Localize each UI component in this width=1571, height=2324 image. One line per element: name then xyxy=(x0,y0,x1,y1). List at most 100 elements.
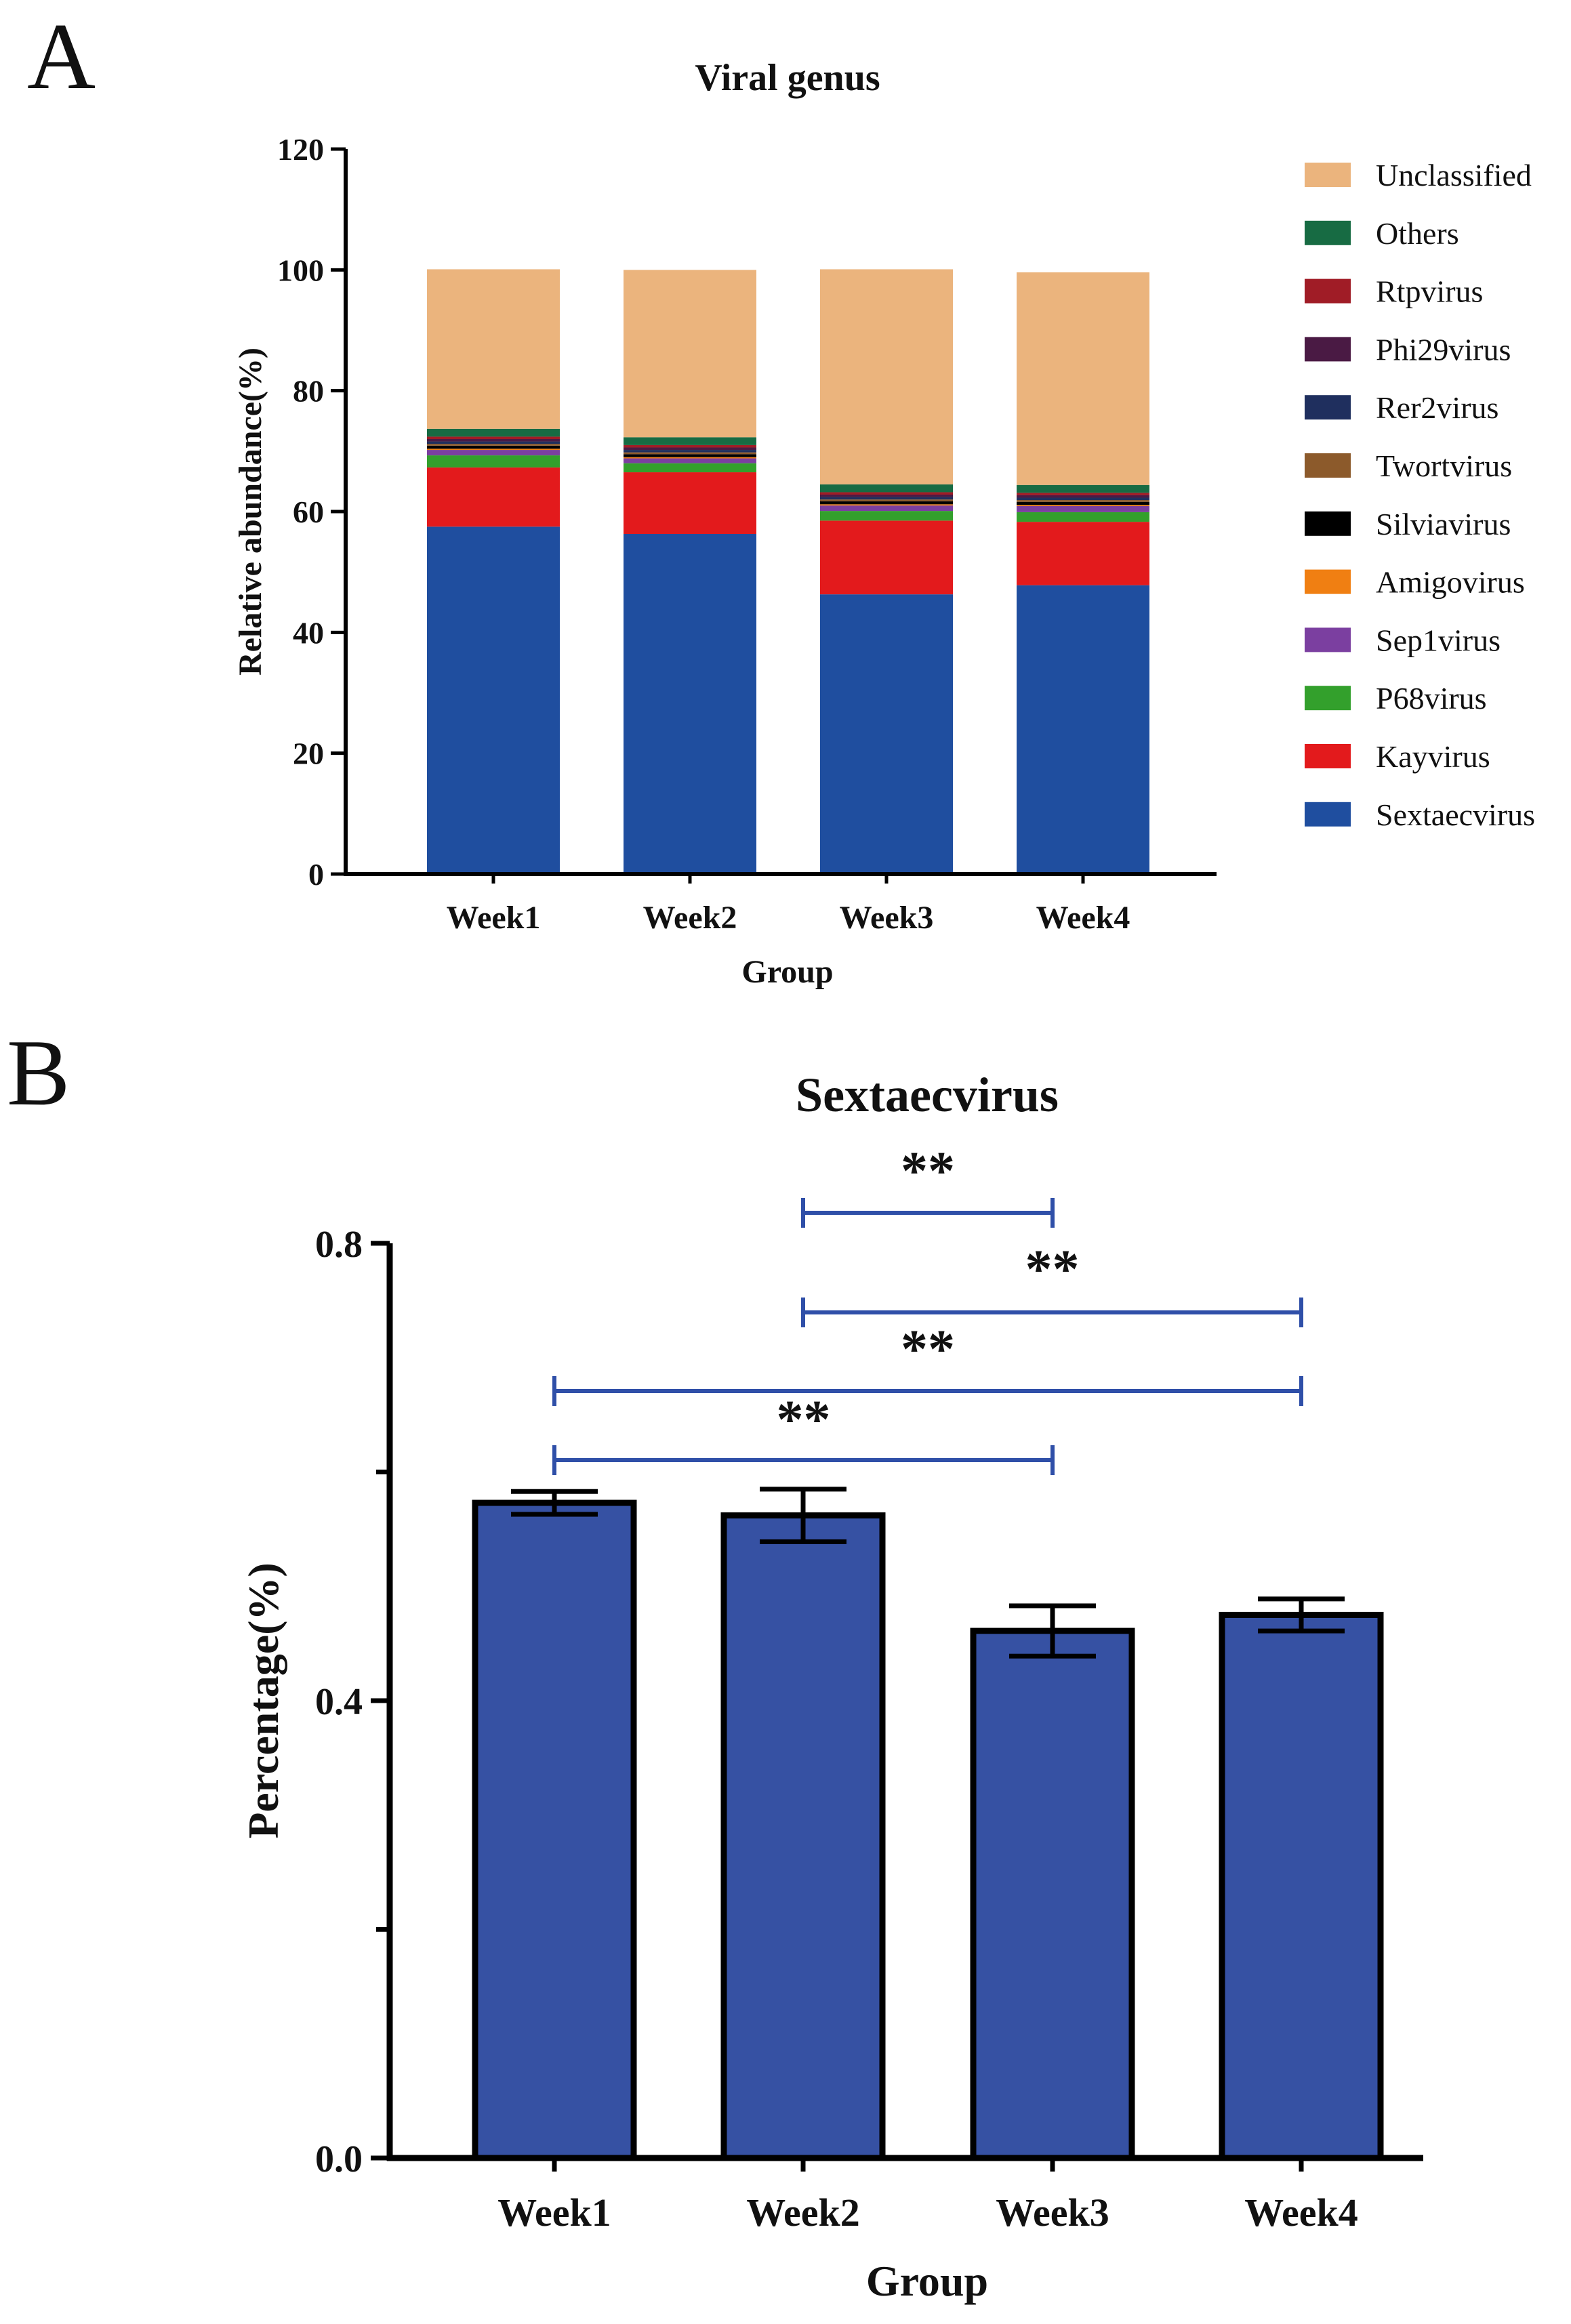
chart-a-x-axis-label: Group xyxy=(741,954,833,990)
bar-segment-rer2virus-week1 xyxy=(427,441,560,444)
bar-segment-amigovirus-week4 xyxy=(1017,505,1149,506)
bar-segment-rer2virus-week3 xyxy=(820,497,953,500)
y-tick-label: 80 xyxy=(293,374,324,409)
bar-week4 xyxy=(1219,1611,1384,2161)
bar-segment-others-week2 xyxy=(624,437,756,445)
chart-a-plot-area: Week1 Week2 Week3 Week4 0 20 40 60 80 100 120 xyxy=(277,132,1217,936)
bar-segment-twortvirus-week1 xyxy=(427,444,560,446)
legend-label-unclassified: Unclassified xyxy=(1376,158,1532,192)
bar-segment-rer2virus-week2 xyxy=(624,450,756,453)
legend-swatch-unclassified xyxy=(1305,163,1351,187)
bar-segment-p68virus-week1 xyxy=(427,455,560,468)
legend-label-amigovirus: Amigovirus xyxy=(1376,565,1525,600)
legend-label-twortvirus: Twortvirus xyxy=(1376,449,1512,483)
legend-swatch-phi29virus xyxy=(1305,337,1351,362)
significance-label: ** xyxy=(1025,1240,1080,1300)
bar-segment-phi29virus-week1 xyxy=(427,439,560,442)
y-tick-label: 0.4 xyxy=(315,1681,363,1723)
bar-week3 xyxy=(970,1627,1135,2161)
bar-segment-twortvirus-week3 xyxy=(820,499,953,501)
legend-label-rtpvirus: Rtpvirus xyxy=(1376,274,1483,309)
bar-segment-others-week4 xyxy=(1017,484,1149,493)
sextaecvirus-bar-chart: Sextaecvirus Week1 Week2 Week3 Week4 0.0 0.4 0… xyxy=(239,1068,1423,2305)
legend-label-rer2virus: Rer2virus xyxy=(1376,390,1498,425)
legend-label-kayvirus: Kayvirus xyxy=(1376,739,1490,774)
bar-segment-sextaecvirus-week2 xyxy=(624,533,756,874)
legend-swatch-amigovirus xyxy=(1305,569,1351,594)
chart-a-legend: Unclassified Others Rtpvirus Phi29virus Rer2… xyxy=(1305,158,1535,832)
x-tick-label: Week1 xyxy=(447,900,541,936)
legend-label-others: Others xyxy=(1376,216,1459,251)
bar-segment-others-week3 xyxy=(820,484,953,493)
bar-segment-rtpvirus-week4 xyxy=(1017,493,1149,495)
chart-b-x-axis-label: Group xyxy=(866,2257,988,2305)
bar-segment-rer2virus-week4 xyxy=(1017,497,1149,501)
bar-segment-sep1virus-week4 xyxy=(1017,505,1149,512)
legend-label-p68virus: P68virus xyxy=(1376,681,1487,715)
panel-b-label: B xyxy=(7,1020,70,1125)
bar-segment-p68virus-week4 xyxy=(1017,512,1149,522)
bar-segment-others-week1 xyxy=(427,428,560,437)
x-tick-label: Week2 xyxy=(643,900,737,936)
chart-b-y-axis-label: Percentage(%) xyxy=(239,1562,287,1839)
legend-swatch-rer2virus xyxy=(1305,395,1351,420)
legend-label-sep1virus: Sep1virus xyxy=(1376,623,1501,657)
bar-segment-amigovirus-week3 xyxy=(820,504,953,506)
bar-segment-kayvirus-week2 xyxy=(624,472,756,534)
bar-segment-sextaecvirus-week3 xyxy=(820,594,953,874)
significance-label: ** xyxy=(901,1320,955,1379)
bar-segment-phi29virus-week3 xyxy=(820,495,953,497)
legend-swatch-rtpvirus xyxy=(1305,278,1351,304)
bar-segment-phi29virus-week4 xyxy=(1017,495,1149,498)
bar-segment-phi29virus-week2 xyxy=(624,447,756,451)
y-tick-label: 40 xyxy=(293,615,324,650)
y-tick-label: 120 xyxy=(277,132,324,167)
bar-segment-silviavirus-week1 xyxy=(427,445,560,449)
bar-segment-silviavirus-week2 xyxy=(624,454,756,457)
bar-segment-sextaecvirus-week4 xyxy=(1017,585,1149,874)
bar-segment-p68virus-week3 xyxy=(820,511,953,521)
bar-segment-kayvirus-week4 xyxy=(1017,522,1149,585)
legend-label-phi29virus: Phi29virus xyxy=(1376,332,1511,367)
legend-swatch-others xyxy=(1305,220,1351,245)
bar-segment-unclassified-week2 xyxy=(624,270,756,438)
y-tick-label: 0.0 xyxy=(315,2138,363,2180)
y-tick-label: 60 xyxy=(293,495,324,529)
significance-label: ** xyxy=(901,1142,955,1201)
bar-segment-kayvirus-week3 xyxy=(820,520,953,595)
bar-segment-p68virus-week2 xyxy=(624,463,756,473)
bar-segment-sep1virus-week1 xyxy=(427,450,560,456)
chart-a-title: Viral genus xyxy=(695,57,880,99)
bar-segment-amigovirus-week1 xyxy=(427,449,560,451)
y-tick-label: 20 xyxy=(293,736,324,771)
bar-segment-twortvirus-week2 xyxy=(624,452,756,455)
legend-label-sextaecvirus: Sextaecvirus xyxy=(1376,797,1535,832)
bar-segment-unclassified-week4 xyxy=(1017,272,1149,485)
bar-segment-silviavirus-week4 xyxy=(1017,501,1149,505)
significance-label: ** xyxy=(777,1390,831,1450)
bar-segment-sep1virus-week3 xyxy=(820,505,953,512)
bar-segment-twortvirus-week4 xyxy=(1017,500,1149,502)
x-tick-label: Week2 xyxy=(746,2191,860,2235)
legend-swatch-silviavirus xyxy=(1305,511,1351,536)
legend-swatch-sextaecvirus xyxy=(1305,802,1351,827)
stacked-bar-chart: Viral genus Week1 Week2 Week3 Week4 0 20 40 60 8… xyxy=(232,57,1535,990)
bar-segment-unclassified-week3 xyxy=(820,269,953,484)
bar-segment-sextaecvirus-week1 xyxy=(427,526,560,874)
legend-swatch-kayvirus xyxy=(1305,744,1351,768)
chart-b-title: Sextaecvirus xyxy=(796,1068,1059,1122)
y-tick-label: 100 xyxy=(277,253,324,287)
legend-swatch-sep1virus xyxy=(1305,627,1351,652)
chart-b-plot-area: Week1 Week2 Week3 Week4 0.0 0.4 0.8 ** ** ** ** xyxy=(315,1142,1423,2235)
x-tick-label: Week3 xyxy=(840,900,934,936)
bar-week1 xyxy=(472,1499,637,2161)
bar-segment-rtpvirus-week2 xyxy=(624,444,756,448)
bar-week2 xyxy=(720,1512,886,2161)
legend-swatch-p68virus xyxy=(1305,686,1351,711)
bar-segment-silviavirus-week3 xyxy=(820,501,953,505)
bar-segment-amigovirus-week2 xyxy=(624,457,756,459)
bar-segment-sep1virus-week2 xyxy=(624,458,756,463)
x-tick-label: Week3 xyxy=(996,2191,1109,2235)
x-tick-label: Week4 xyxy=(1244,2191,1358,2235)
